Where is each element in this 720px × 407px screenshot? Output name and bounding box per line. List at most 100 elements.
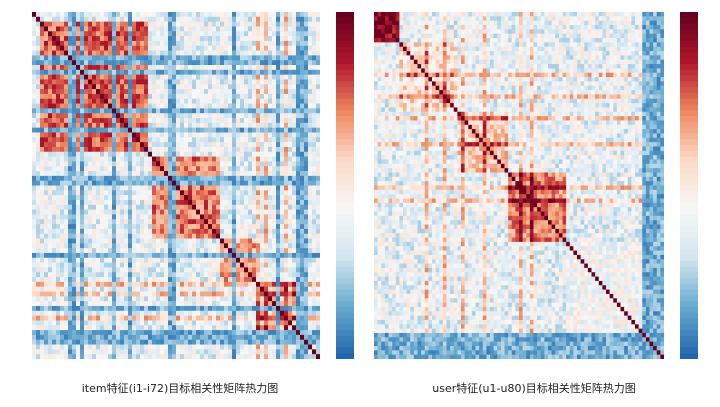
item-cell <box>92 60 97 66</box>
item-cell <box>76 156 81 162</box>
item-cell <box>160 21 165 27</box>
item-cell <box>244 84 249 90</box>
item-cell <box>156 122 161 129</box>
item-cell <box>204 65 209 71</box>
item-cell <box>288 45 293 51</box>
item-cell <box>100 330 105 336</box>
item-cell <box>200 281 205 288</box>
item-cell <box>140 320 145 326</box>
item-cell <box>48 286 53 292</box>
item-cell <box>60 262 65 268</box>
item-cell <box>160 93 165 100</box>
item-cell <box>92 315 97 321</box>
item-cell <box>284 296 289 302</box>
item-cell <box>196 286 201 292</box>
item-cell <box>36 65 41 71</box>
item-cell <box>140 26 145 32</box>
item-cell <box>52 31 57 37</box>
item-cell <box>252 248 257 254</box>
item-cell <box>88 315 93 321</box>
item-cell <box>68 79 73 85</box>
item-cell <box>112 209 117 215</box>
item-cell <box>240 238 245 244</box>
item-cell <box>92 65 97 71</box>
item-cell <box>280 209 285 215</box>
item-cell <box>288 185 293 191</box>
item-cell <box>200 180 205 186</box>
item-cell <box>48 320 53 326</box>
item-cell <box>276 228 281 235</box>
item-cell <box>36 243 41 249</box>
item-cell <box>204 199 209 206</box>
item-cell <box>40 69 45 75</box>
item-cell <box>220 156 225 162</box>
item-cell <box>264 248 269 254</box>
item-cell <box>96 219 101 225</box>
item-cell <box>104 142 109 148</box>
item-cell <box>308 219 313 225</box>
item-cell <box>244 296 249 302</box>
item-cell <box>164 166 169 172</box>
item-cell <box>108 171 113 177</box>
item-cell <box>132 330 137 336</box>
item-cell <box>56 339 61 345</box>
item-cell <box>48 113 53 119</box>
item-cell <box>148 277 153 283</box>
item-cell <box>232 320 237 326</box>
item-cell <box>84 55 89 61</box>
item-cell <box>276 151 281 157</box>
item-cell <box>84 238 89 244</box>
item-cell <box>96 137 101 143</box>
item-cell <box>108 60 113 66</box>
item-cell <box>180 219 185 225</box>
item-cell <box>140 262 145 268</box>
item-cell <box>184 238 189 244</box>
item-cell <box>256 113 261 119</box>
item-cell <box>48 277 53 283</box>
item-cell <box>120 281 125 288</box>
item-cell <box>204 305 209 312</box>
item-cell <box>188 185 193 191</box>
item-cell <box>44 113 49 119</box>
item-cell <box>168 36 173 42</box>
item-cell <box>232 334 237 341</box>
item-cell <box>84 185 89 191</box>
item-cell <box>296 132 301 138</box>
item-cell <box>200 60 205 66</box>
item-cell <box>48 146 53 153</box>
item-cell <box>196 16 201 22</box>
item-cell <box>104 286 109 292</box>
item-cell <box>304 26 309 32</box>
item-cell <box>208 248 213 254</box>
item-cell <box>56 204 61 210</box>
item-cell <box>152 142 157 148</box>
item-cell <box>224 238 229 244</box>
item-cell <box>284 310 289 316</box>
item-cell <box>124 233 129 239</box>
item-cell <box>140 209 145 215</box>
item-cell <box>60 146 65 153</box>
item-cell <box>292 132 297 138</box>
item-cell <box>128 315 133 321</box>
item-cell <box>176 214 181 220</box>
item-cell <box>256 296 261 302</box>
item-cell <box>76 214 81 220</box>
item-cell <box>160 98 165 104</box>
item-cell <box>92 344 97 350</box>
item-cell <box>284 113 289 119</box>
item-cell <box>52 180 57 186</box>
item-cell <box>120 65 125 71</box>
item-cell <box>232 291 237 297</box>
item-cell <box>172 286 177 292</box>
item-cell <box>300 45 305 51</box>
item-cell <box>264 132 269 138</box>
item-cell <box>152 65 157 71</box>
item-cell <box>180 16 185 22</box>
item-cell <box>232 330 237 336</box>
item-cell <box>228 98 233 104</box>
item-cell <box>92 40 97 47</box>
item-cell <box>304 36 309 42</box>
item-cell <box>292 21 297 27</box>
item-cell <box>296 257 301 263</box>
item-cell <box>232 228 237 235</box>
